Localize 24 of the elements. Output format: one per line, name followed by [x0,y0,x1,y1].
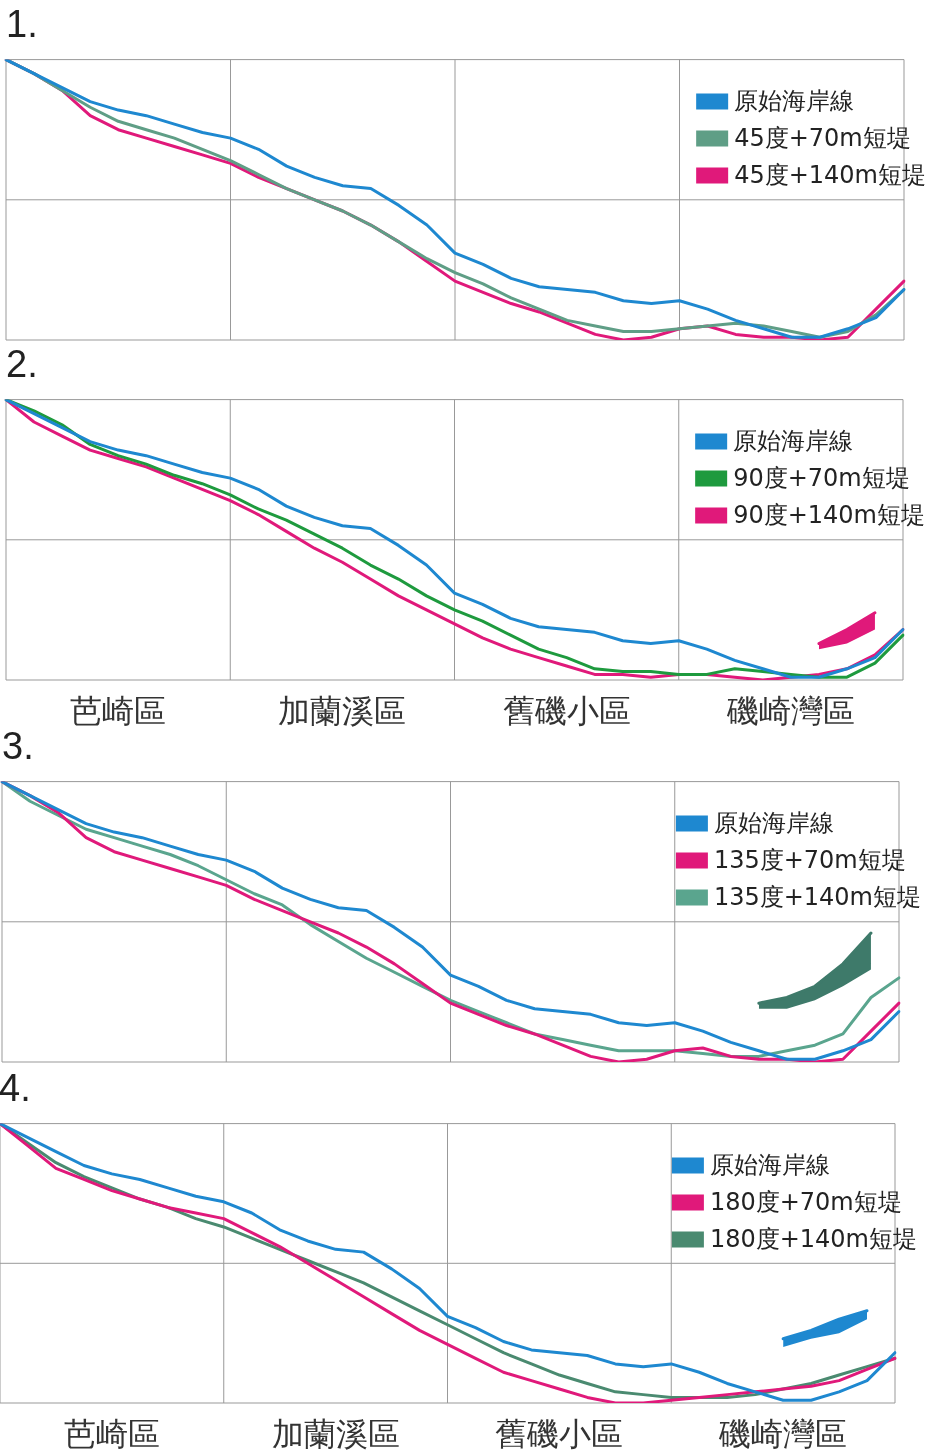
chart-title: 4. [0,1067,31,1110]
legend-label: 135度+70m短堤 [713,845,906,874]
chart-title: 2. [6,343,38,386]
legend-label: 原始海岸線 [709,1150,830,1179]
legend-label: 原始海岸線 [733,426,854,455]
text: 磯崎灣區 [725,692,855,731]
legend-label: 135度+140m短堤 [713,882,921,911]
text: 芭崎區 [63,1415,160,1454]
text: 加蘭溪區 [271,1415,400,1454]
text: 舊磯小區 [495,1415,624,1454]
legend-label: 180度+70m短堤 [709,1187,902,1216]
legend-label: 原始海岸線 [713,808,834,837]
legend-label: 90度+70m短堤 [733,463,910,492]
legend-label: 原始海岸線 [734,86,855,115]
text: 芭崎區 [70,692,167,731]
text: 加蘭溪區 [278,692,407,731]
chart-title: 1. [6,3,38,46]
text: 磯崎灣區 [718,1415,848,1454]
chart-title: 3. [2,725,34,768]
legend-label: 45度+140m短堤 [734,160,927,189]
legend-label: 180度+140m短堤 [709,1224,917,1253]
legend-label: 45度+70m短堤 [734,123,911,152]
legend-label: 90度+140m短堤 [733,500,926,529]
text: 舊磯小區 [502,692,631,731]
